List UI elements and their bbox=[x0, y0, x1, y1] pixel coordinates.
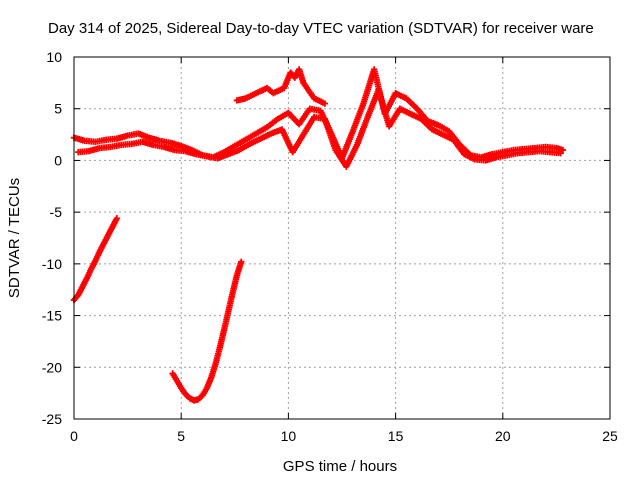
y-tick-label: -5 bbox=[50, 204, 63, 220]
series-lower-arc-a bbox=[70, 215, 121, 304]
chart-title: Day 314 of 2025, Sidereal Day-to-day VTE… bbox=[48, 20, 594, 37]
x-tick-label: 0 bbox=[70, 428, 78, 444]
data-point bbox=[557, 149, 564, 157]
y-tick-label: -10 bbox=[42, 256, 62, 272]
y-tick-label: 10 bbox=[46, 49, 62, 65]
x-tick-label: 20 bbox=[495, 428, 511, 444]
y-tick-label: 0 bbox=[54, 152, 62, 168]
plot-frame bbox=[73, 56, 611, 420]
y-axis-label: SDTVAR / TECUs bbox=[6, 178, 23, 298]
x-tick-label: 10 bbox=[281, 428, 297, 444]
series-lower-arc-b bbox=[169, 258, 245, 404]
y-tick-label: -25 bbox=[42, 411, 62, 427]
x-tick-label: 5 bbox=[177, 428, 185, 444]
x-axis-label: GPS time / hours bbox=[283, 458, 397, 475]
y-tick-label: -20 bbox=[42, 359, 62, 375]
data-point bbox=[321, 100, 329, 107]
x-tick-label: 25 bbox=[602, 428, 618, 444]
data-point bbox=[113, 215, 121, 222]
x-tick-label: 15 bbox=[388, 428, 404, 444]
data-point bbox=[238, 258, 245, 265]
y-tick-label: -15 bbox=[42, 308, 62, 324]
series-upper-band-b bbox=[75, 86, 564, 170]
y-tick-label: 5 bbox=[54, 101, 62, 117]
data-points bbox=[70, 66, 567, 404]
axis-ticks: 0 5 10 15 20 25 -25 -20 -15 -10 -5 0 5 10 bbox=[42, 49, 618, 444]
series-upper-spikes bbox=[233, 66, 329, 107]
